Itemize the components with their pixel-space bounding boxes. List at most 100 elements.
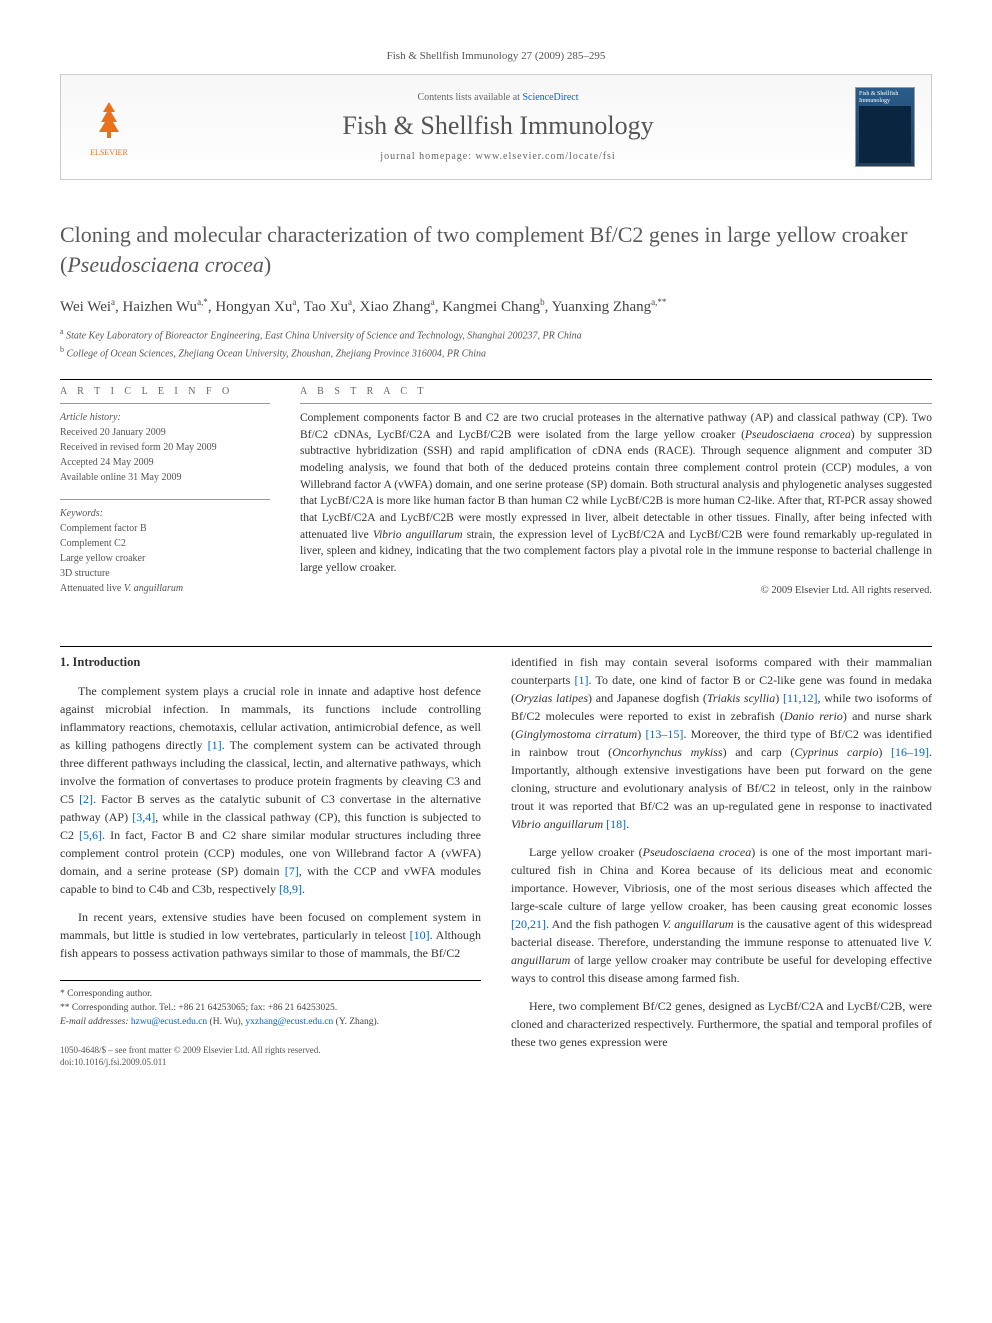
abstract-copyright: © 2009 Elsevier Ltd. All rights reserved… <box>300 585 932 596</box>
cover-title: Fish & Shellfish Immunology <box>859 91 911 104</box>
keywords-block: Keywords: Complement factor B Complement… <box>60 506 270 596</box>
abs-part-1: ) by suppression subtractive hybridizati… <box>300 429 932 541</box>
sp-croaker: Pseudosciaena crocea <box>643 845 752 859</box>
article-history: Article history: Received 20 January 200… <box>60 410 270 485</box>
ref-2[interactable]: [2] <box>79 792 93 806</box>
history-revised: Received in revised form 20 May 2009 <box>60 440 270 455</box>
keyword-3: 3D structure <box>60 566 270 581</box>
title-species: Pseudosciaena crocea <box>67 252 264 277</box>
rule-mid <box>60 646 932 647</box>
footnote-corr-1: * Corresponding author. <box>60 987 481 1001</box>
elsevier-label: ELSEVIER <box>90 148 128 157</box>
abstract-heading: A B S T R A C T <box>300 386 932 397</box>
intro-p4: Here, two complement Bf/C2 genes, design… <box>511 997 932 1051</box>
homepage-line: journal homepage: www.elsevier.com/locat… <box>141 151 855 162</box>
ref-8-9[interactable]: [8,9] <box>279 882 302 896</box>
rule-info-2 <box>60 499 270 500</box>
abs-species-2: Vibrio anguillarum <box>373 529 463 541</box>
c2p2e: of large yellow croaker may contribute b… <box>511 953 932 985</box>
email-who-1: (H. Wu), <box>207 1017 245 1027</box>
affiliation-b: b College of Ocean Sciences, Zhejiang Oc… <box>60 344 932 361</box>
email-link-2[interactable]: yxzhang@ecust.edu.cn <box>245 1017 333 1027</box>
email-who-2: (Y. Zhang). <box>333 1017 379 1027</box>
ref-7[interactable]: [7] <box>285 864 299 878</box>
keyword-4: Attenuated live V. anguillarum <box>60 581 270 596</box>
email-label: E-mail addresses: <box>60 1017 131 1027</box>
body-columns: 1. Introduction The complement system pl… <box>60 653 932 1069</box>
rule-top <box>60 379 932 380</box>
journal-cover-thumbnail: Fish & Shellfish Immunology <box>855 87 915 167</box>
history-online: Available online 31 May 2009 <box>60 470 270 485</box>
sciencedirect-link[interactable]: ScienceDirect <box>522 92 578 103</box>
affiliation-b-text: College of Ocean Sciences, Zhejiang Ocea… <box>67 348 487 359</box>
c2p3a: Here, two complement Bf/C2 genes, design… <box>511 999 932 1049</box>
rule-info-1 <box>60 403 270 404</box>
affiliation-a-text: State Key Laboratory of Bioreactor Engin… <box>66 331 582 342</box>
intro-p1: The complement system plays a crucial ro… <box>60 682 481 898</box>
abs-species-1: Pseudosciaena crocea <box>745 429 851 441</box>
article-info-column: A R T I C L E I N F O Article history: R… <box>60 386 270 610</box>
elsevier-logo: ELSEVIER <box>77 91 141 163</box>
c2p1d: ) <box>775 691 783 705</box>
contents-prefix: Contents lists available at <box>417 92 522 103</box>
history-received: Received 20 January 2009 <box>60 425 270 440</box>
intro-p2: In recent years, extensive studies have … <box>60 908 481 962</box>
journal-reference: Fish & Shellfish Immunology 27 (2009) 28… <box>60 50 932 62</box>
footer-issn-doi: 1050-4648/$ – see front matter © 2009 El… <box>60 1044 481 1069</box>
sp-shark: Ginglymostoma cirratum <box>515 727 637 741</box>
abstract-text: Complement components factor B and C2 ar… <box>300 410 932 577</box>
sp-carp: Cyprinus carpio <box>794 745 878 759</box>
keyword-2: Large yellow croaker <box>60 551 270 566</box>
ref-18[interactable]: [18] <box>606 817 626 831</box>
author-list: Wei Weia, Haizhen Wua,*, Hongyan Xua, Ta… <box>60 297 932 316</box>
sp-medaka: Oryzias latipes <box>515 691 588 705</box>
ref-1b[interactable]: [1] <box>575 673 589 687</box>
ref-3-4[interactable]: [3,4] <box>132 810 155 824</box>
sp-trout: Oncorhynchus mykiss <box>612 745 722 759</box>
c2p1j: ) <box>878 745 891 759</box>
ref-11-12[interactable]: [11,12] <box>783 691 818 705</box>
ref-1[interactable]: [1] <box>208 738 222 752</box>
footnote-emails: E-mail addresses: hzwu@ecust.edu.cn (H. … <box>60 1015 481 1029</box>
sp-zebra: Danio rerio <box>784 709 843 723</box>
journal-name: Fish & Shellfish Immunology <box>141 111 855 141</box>
column-right: identified in fish may contain several i… <box>511 653 932 1069</box>
ref-13-15[interactable]: [13–15] <box>645 727 683 741</box>
affiliation-a: a State Key Laboratory of Bioreactor Eng… <box>60 326 932 343</box>
journal-header: ELSEVIER Contents lists available at Sci… <box>60 74 932 180</box>
c2p1c: ) and Japanese dogfish ( <box>588 691 707 705</box>
ref-5-6[interactable]: [5,6] <box>79 828 102 842</box>
article-info-heading: A R T I C L E I N F O <box>60 386 270 397</box>
ref-10[interactable]: [10] <box>410 928 430 942</box>
footer-doi: doi:10.1016/j.fsi.2009.05.011 <box>60 1056 481 1069</box>
abstract-column: A B S T R A C T Complement components fa… <box>300 386 932 610</box>
homepage-url: www.elsevier.com/locate/fsi <box>476 151 616 162</box>
c2p2a: Large yellow croaker ( <box>529 845 643 859</box>
sp-dogfish: Triakis scyllia <box>707 691 775 705</box>
history-accepted: Accepted 24 May 2009 <box>60 455 270 470</box>
ref-16-19[interactable]: [16–19] <box>891 745 929 759</box>
article-title: Cloning and molecular characterization o… <box>60 220 932 279</box>
keyword-0: Complement factor B <box>60 521 270 536</box>
c2p1m: . <box>626 817 629 831</box>
cover-image-placeholder <box>859 106 911 163</box>
sp-vibrio: Vibrio anguillarum <box>511 817 603 831</box>
c2p1i: ) and carp ( <box>723 745 795 759</box>
homepage-prefix: journal homepage: <box>380 151 475 162</box>
tree-icon <box>89 98 129 146</box>
sp-vang: V. anguillarum <box>662 917 733 931</box>
c1p1g: . <box>302 882 305 896</box>
column-left: 1. Introduction The complement system pl… <box>60 653 481 1069</box>
fn-dstar-text: Corresponding author. Tel.: +86 21 64253… <box>72 1003 337 1013</box>
intro-p1-cont: identified in fish may contain several i… <box>511 653 932 833</box>
affiliations: a State Key Laboratory of Bioreactor Eng… <box>60 326 932 361</box>
email-link-1[interactable]: hzwu@ecust.edu.cn <box>131 1017 207 1027</box>
title-text-post: ) <box>264 252 271 277</box>
footnote-corr-2: ** Corresponding author. Tel.: +86 21 64… <box>60 1001 481 1015</box>
rule-abstract <box>300 403 932 404</box>
fn-star-text: Corresponding author. <box>67 989 152 999</box>
keywords-label: Keywords: <box>60 506 270 521</box>
intro-p3: Large yellow croaker (Pseudosciaena croc… <box>511 843 932 987</box>
ref-20-21[interactable]: [20,21] <box>511 917 546 931</box>
section-1-heading: 1. Introduction <box>60 653 481 672</box>
